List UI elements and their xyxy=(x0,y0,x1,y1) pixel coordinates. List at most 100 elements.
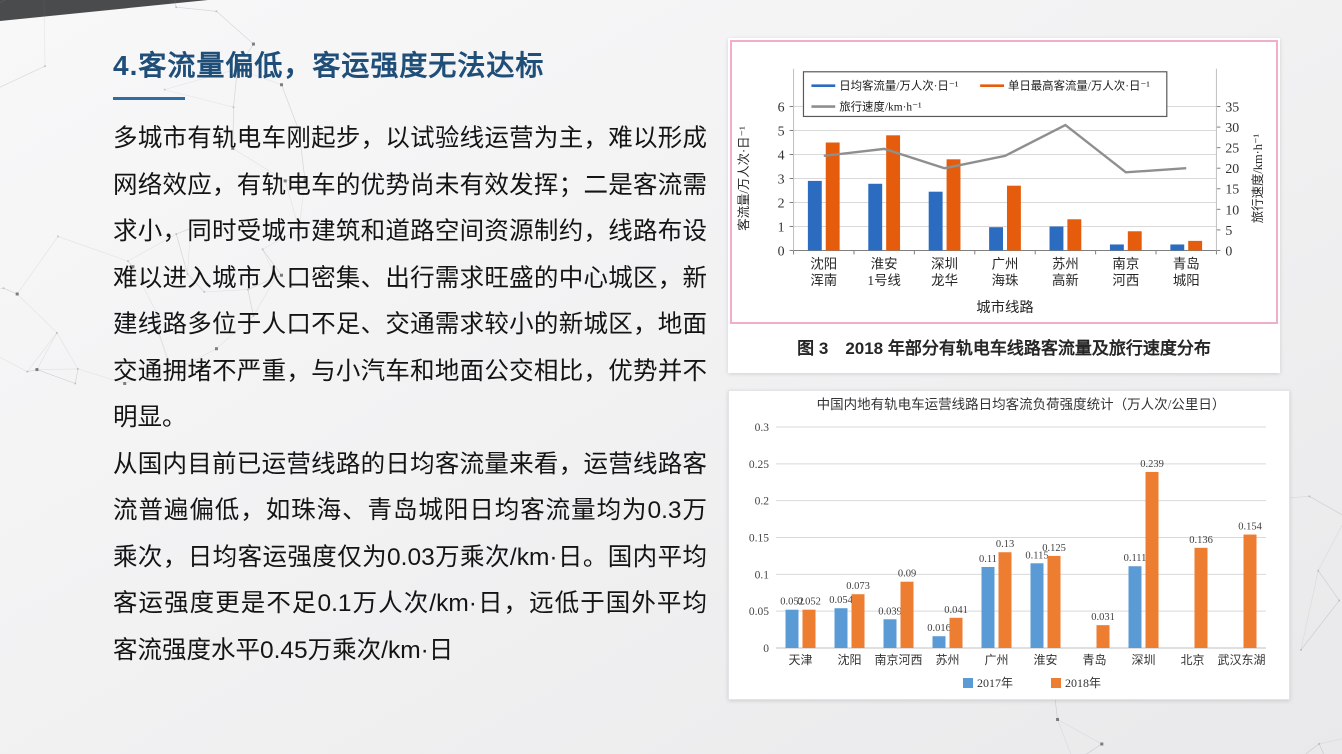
legend-label: 2018年 xyxy=(1065,676,1101,690)
figure3-pink-bordered-panel: 0 1 2 3 4 5 6 0 5 10 15 20 25 30 35 沈阳 浑南 淮安 1号线 深圳 龙华 广州 海珠 苏州… xyxy=(730,40,1278,324)
x-axis-label: 天津 xyxy=(788,653,812,667)
legend-box xyxy=(802,71,1168,118)
x-axis-label: 广州 xyxy=(992,256,1019,271)
right-axis-tick-label: 15 xyxy=(1225,183,1239,198)
bar xyxy=(886,135,901,251)
x-axis-label: 青岛 xyxy=(1173,256,1200,271)
mesh-dot xyxy=(1300,648,1302,651)
mesh-line xyxy=(0,287,4,289)
mesh-line xyxy=(1305,743,1320,754)
data-label: 0.016 xyxy=(927,623,951,634)
x-axis-label: 海珠 xyxy=(992,273,1019,288)
bar xyxy=(1030,563,1044,648)
mesh-line xyxy=(36,332,58,370)
x-axis-label: 高新 xyxy=(1052,272,1079,288)
data-label: 0.052 xyxy=(780,597,804,608)
mesh-dot xyxy=(26,370,29,373)
y-axis-tick-label: 0.15 xyxy=(749,533,769,545)
bar xyxy=(1109,244,1124,251)
data-label: 0.039 xyxy=(878,606,902,617)
x-axis-label: 沈阳 xyxy=(810,256,837,271)
figure3-card: 0 1 2 3 4 5 6 0 5 10 15 20 25 30 35 沈阳 浑南 淮安 1号线 深圳 龙华 广州 海珠 苏州… xyxy=(728,38,1280,373)
bar xyxy=(1049,226,1064,251)
left-axis-tick-label: 0 xyxy=(778,244,785,259)
mesh-line xyxy=(56,332,79,370)
mesh-line xyxy=(0,65,46,88)
mesh-dot xyxy=(2,287,5,290)
figure3-caption: 图 3 2018 年部分有轨电车线路客流量及旅行速度分布 xyxy=(730,323,1278,371)
mesh-line xyxy=(74,368,79,384)
bar xyxy=(883,619,897,648)
mesh-dot xyxy=(1317,569,1320,572)
mesh-line xyxy=(1309,496,1342,516)
mesh-line xyxy=(1085,743,1102,754)
bar xyxy=(1128,566,1142,648)
left-axis-tick-label: 5 xyxy=(778,124,785,139)
mesh-dot xyxy=(175,6,178,9)
right-axis-tick-label: 35 xyxy=(1225,100,1239,115)
x-axis-label: 沈阳 xyxy=(837,652,861,667)
bar xyxy=(825,142,840,251)
mesh-line xyxy=(1085,743,1102,754)
x-axis-label: 淮安 xyxy=(1033,652,1057,667)
bar xyxy=(851,594,865,648)
bar xyxy=(900,581,914,648)
mesh-line xyxy=(1318,743,1324,754)
x-axis-label: 龙华 xyxy=(931,273,958,288)
right-axis-tick-label: 5 xyxy=(1225,224,1232,239)
figure4-card: 中国内地有轨电车运营线路日均客流负荷强度统计（万人次/公里日） 0 0.05 0.1 0… xyxy=(728,390,1290,700)
mesh-line xyxy=(0,65,46,88)
mesh-line xyxy=(16,236,59,295)
bar xyxy=(981,566,995,648)
data-label: 0.239 xyxy=(1140,459,1164,470)
bar xyxy=(785,609,799,648)
mesh-line xyxy=(36,369,76,384)
mesh-line xyxy=(3,287,18,295)
mesh-line xyxy=(27,332,58,372)
mesh-line xyxy=(1317,570,1340,601)
mesh-line xyxy=(16,293,58,334)
mesh-line xyxy=(1305,743,1320,754)
mesh-dot xyxy=(1318,742,1321,745)
mesh-line xyxy=(216,11,254,45)
mesh-dot xyxy=(1056,717,1060,721)
x-axis-label: 青岛 xyxy=(1082,652,1106,667)
text-column: 4.客流量偏低，客运强度无法达标 多城市有轨电车刚起步，以试验线运营为主，难以形… xyxy=(113,44,707,674)
legend-label: 单日最高客流量/万人次·日⁻¹ xyxy=(1008,79,1150,93)
bar xyxy=(1145,471,1159,648)
x-axis-label: 南京河西 xyxy=(874,652,922,667)
data-label: 0.11 xyxy=(979,554,997,565)
mesh-line xyxy=(1317,524,1342,571)
mesh-dot xyxy=(15,292,19,296)
x-axis-title: 城市线路 xyxy=(976,299,1034,316)
bar xyxy=(1067,219,1082,251)
right-axis-tick-label: 20 xyxy=(1225,162,1239,177)
data-label: 0.031 xyxy=(1091,612,1115,623)
bar xyxy=(998,552,1012,648)
body-text: 多城市有轨电车刚起步，以试验线运营为主，难以形成网络效应，有轨电车的优势尚未有效… xyxy=(113,116,707,674)
figure4-chart: 中国内地有轨电车运营线路日均客流负荷强度统计（万人次/公里日） 0 0.05 0.1 0… xyxy=(749,396,1266,690)
legend-swatch xyxy=(963,678,973,688)
bar xyxy=(1188,240,1203,251)
mesh-line xyxy=(1317,570,1340,601)
right-axis-tick-label: 0 xyxy=(1225,244,1232,259)
legend-label: 日均客流量/万人次·日⁻¹ xyxy=(839,79,959,93)
left-axis-title: 客流量/万人次·日⁻¹ xyxy=(736,126,751,231)
mesh-dot xyxy=(76,367,79,370)
x-axis-label: 淮安 xyxy=(871,256,898,271)
bar xyxy=(949,617,963,648)
y-axis-tick-label: 0.05 xyxy=(749,606,769,618)
y-axis-tick-label: 0.25 xyxy=(749,459,769,471)
mesh-line xyxy=(1319,738,1342,745)
mesh-dot xyxy=(35,368,39,372)
x-axis-label: 深圳 xyxy=(1131,653,1155,667)
right-axis-tick-label: 10 xyxy=(1225,203,1239,218)
data-label: 0.052 xyxy=(797,597,821,608)
mesh-dot xyxy=(56,331,58,334)
mesh-line xyxy=(1318,743,1324,754)
left-axis-tick-label: 1 xyxy=(778,220,785,235)
x-axis-label: 深圳 xyxy=(931,256,958,271)
bar xyxy=(932,636,946,648)
